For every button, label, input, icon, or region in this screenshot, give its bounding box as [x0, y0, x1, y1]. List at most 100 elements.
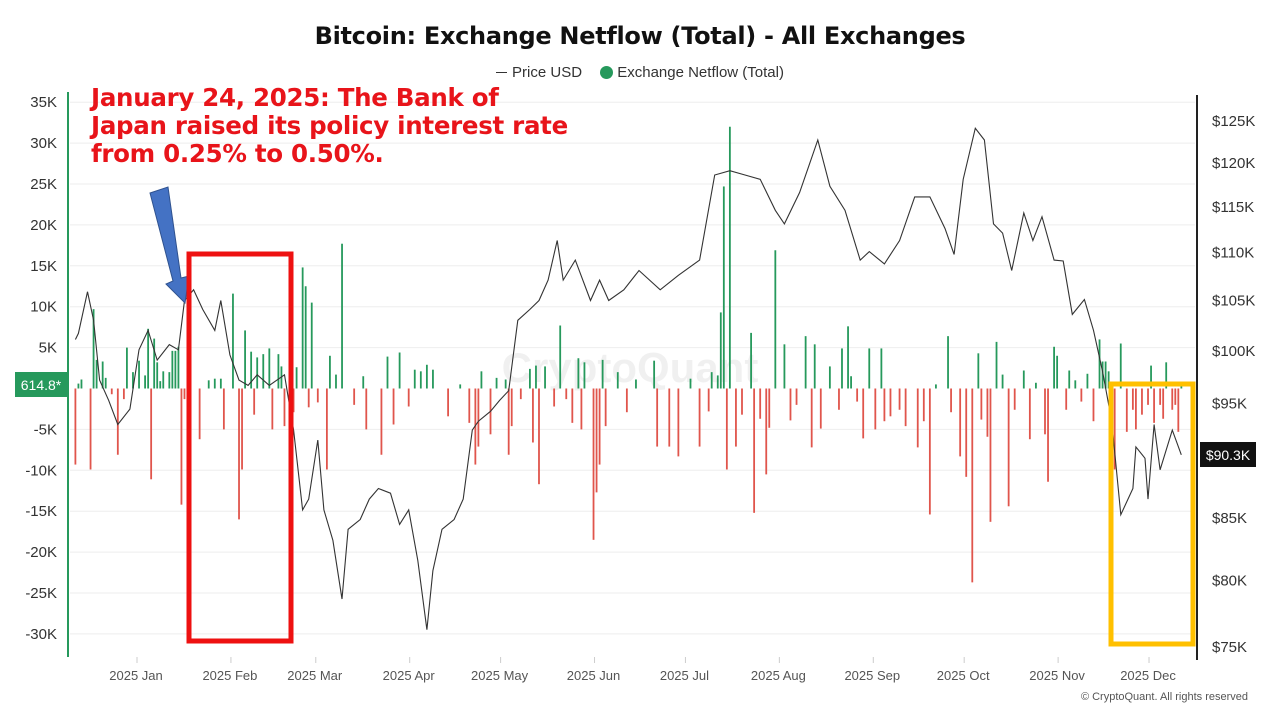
netflow-bar	[553, 388, 556, 407]
netflow-bar	[1141, 388, 1143, 415]
netflow-bar	[207, 380, 210, 389]
netflow-bar	[150, 388, 153, 480]
netflow-bar	[898, 388, 901, 410]
right-axis-tick-label: $110K	[1212, 245, 1254, 262]
netflow-bar	[341, 243, 343, 389]
x-axis-tick-label: 2025 Oct	[937, 668, 990, 683]
x-axis-tick-label: 2025 Jul	[660, 668, 709, 683]
netflow-bar	[750, 332, 752, 389]
netflow-bar	[874, 388, 877, 430]
left-axis-tick-label: -30K	[25, 626, 57, 643]
netflow-bar	[950, 388, 952, 413]
netflow-bar	[592, 388, 595, 540]
netflow-bar	[768, 388, 771, 428]
netflow-bar	[819, 388, 822, 429]
left-axis-tick-label: 15K	[30, 258, 57, 275]
x-axis-tick-label: 2025 Jun	[567, 668, 621, 683]
netflow-bar	[1159, 388, 1162, 405]
netflow-bar	[828, 366, 831, 389]
netflow-bar	[116, 388, 119, 455]
netflow-bar	[741, 388, 743, 415]
netflow-bar	[283, 388, 286, 427]
netflow-bar	[77, 383, 80, 389]
netflow-bar	[601, 359, 604, 389]
netflow-bar	[432, 369, 434, 389]
netflow-bar	[1035, 382, 1037, 389]
netflow-bar	[126, 347, 128, 389]
netflow-bar	[856, 388, 859, 402]
netflow-bar	[468, 388, 471, 423]
netflow-bar	[398, 352, 401, 389]
netflow-bar	[635, 379, 637, 389]
netflow-bar	[213, 378, 216, 389]
right-axis-tick-label: $100K	[1212, 343, 1255, 360]
netflow-bar	[89, 388, 92, 470]
netflow-bar	[519, 388, 522, 400]
x-axis-tick-label: 2025 Apr	[383, 668, 436, 683]
netflow-bar	[1162, 388, 1165, 419]
legend-netflow[interactable]: Exchange Netflow (Total)	[586, 63, 784, 81]
netflow-bar	[668, 388, 671, 447]
left-axis-tick-label: 35K	[30, 94, 57, 111]
netflow-bar	[477, 388, 480, 447]
netflow-bar	[813, 344, 816, 389]
netflow-bar	[722, 186, 725, 389]
netflow-bar	[710, 372, 713, 389]
netflow-bar	[168, 372, 171, 389]
netflow-bar	[1125, 388, 1128, 432]
netflow-bar	[256, 357, 259, 389]
netflow-bar	[625, 388, 628, 413]
netflow-bar	[253, 388, 256, 415]
netflow-bar	[716, 375, 719, 389]
netflow-bar	[504, 379, 507, 389]
legend-price[interactable]: Price USD	[496, 63, 582, 81]
current-netflow-value: 614.8*	[21, 377, 62, 393]
netflow-bar	[904, 388, 907, 427]
netflow-bar	[841, 348, 843, 389]
netflow-bar	[232, 293, 234, 389]
annotation-text: January 24, 2025: The Bank of Japan rais…	[91, 83, 568, 168]
netflow-bar	[707, 388, 710, 412]
legend: Price USD Exchange Netflow (Total)	[0, 63, 1280, 81]
price-line	[74, 127, 1182, 630]
netflow-bar	[735, 388, 737, 447]
netflow-bar	[425, 364, 428, 389]
netflow-bar	[965, 388, 968, 477]
arrow-icon	[149, 186, 190, 305]
left-axis-tick-label: 20K	[30, 217, 57, 234]
netflow-bar	[183, 388, 186, 400]
netflow-bar	[538, 388, 540, 485]
netflow-bar	[616, 372, 619, 389]
netflow-bar	[789, 388, 792, 421]
left-axis-tick-label: -20K	[25, 544, 57, 561]
netflow-bar	[728, 126, 731, 389]
left-axis-tick-label: 25K	[30, 176, 57, 193]
netflow-bar	[565, 388, 568, 400]
netflow-bar	[959, 388, 962, 457]
netflow-bar	[419, 371, 422, 389]
netflow-bar	[989, 388, 992, 522]
netflow-bar	[295, 367, 298, 389]
netflow-bar	[101, 361, 104, 389]
netflow-bar	[838, 388, 840, 410]
netflow-bar	[177, 346, 180, 389]
highlight-box-feb	[186, 251, 294, 644]
netflow-bar	[329, 355, 331, 389]
netflow-bar	[353, 388, 356, 405]
netflow-bar	[447, 388, 449, 417]
right-axis-tick-label: $125K	[1212, 113, 1255, 130]
left-axis-tick-label: -25K	[25, 585, 57, 602]
netflow-bar	[268, 348, 271, 389]
x-axis-tick-label: 2025 Mar	[287, 668, 343, 683]
netflow-bar	[583, 362, 586, 389]
netflow-bar	[1056, 355, 1059, 389]
netflow-bar	[1177, 388, 1180, 432]
netflow-bar	[307, 388, 310, 408]
copyright-footer: © CryptoQuant. All rights reserved	[1080, 691, 1248, 703]
netflow-bar	[1074, 380, 1077, 389]
right-axis-tick-label: $95K	[1212, 396, 1247, 413]
left-axis-tick-label: 5K	[39, 340, 57, 357]
netflow-bar	[544, 366, 546, 389]
right-axis-tick-label: $105K	[1212, 293, 1255, 310]
